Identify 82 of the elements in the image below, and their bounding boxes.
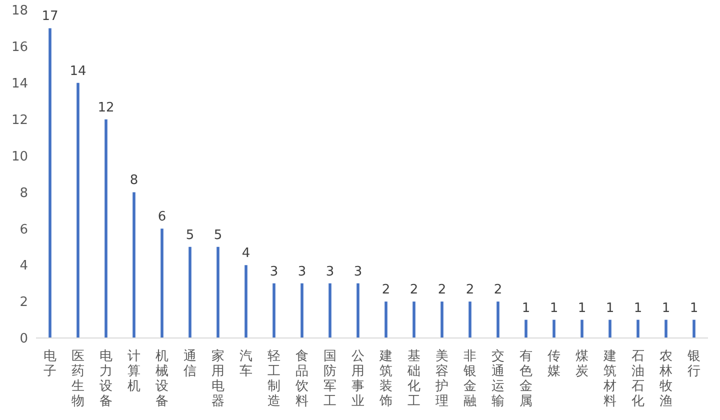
y-tick-label: 10: [11, 149, 28, 164]
y-tick-label: 14: [11, 76, 28, 92]
x-tick-label: 机械设备: [156, 349, 168, 409]
data-label: 12: [98, 100, 114, 116]
x-tick-label: 公用事业: [352, 349, 364, 409]
x-tick-label: 非银金融: [462, 349, 476, 409]
data-label: 1: [522, 300, 530, 316]
bar: [328, 283, 332, 338]
data-label: 2: [410, 282, 418, 298]
bar: [468, 302, 472, 338]
bar: [384, 302, 388, 338]
bar: [160, 228, 164, 338]
data-label: 3: [354, 264, 362, 280]
x-tick-label: 石油石化: [632, 349, 644, 409]
bar: [440, 302, 444, 338]
data-label: 8: [130, 173, 138, 188]
bar: [132, 192, 136, 338]
data-label: 5: [214, 228, 222, 243]
bar: [48, 28, 52, 338]
x-tick-label: 建筑材料: [602, 349, 616, 409]
bar: [244, 265, 248, 338]
bar: [496, 302, 500, 338]
x-tick-label: 家用电器: [212, 348, 224, 409]
x-tick-label: 有色金属: [520, 349, 532, 409]
y-tick-label: 12: [11, 112, 28, 128]
bar: [76, 82, 80, 338]
data-label: 1: [690, 300, 698, 316]
bar: [664, 320, 668, 338]
data-label: 2: [466, 282, 474, 298]
x-tick-label: 医药生物: [72, 349, 84, 409]
bar: [580, 320, 584, 338]
data-label: 3: [298, 264, 306, 280]
x-tick-label: 电力设备: [100, 349, 112, 409]
y-tick-label: 16: [11, 40, 28, 56]
x-tick-label: 计算机: [128, 349, 140, 394]
x-tick-label: 电子: [44, 349, 56, 379]
bar: [552, 320, 556, 338]
y-tick-label: 8: [20, 186, 28, 201]
x-tick-label: 传媒: [548, 349, 560, 379]
bar: [608, 320, 612, 338]
data-label: 17: [42, 9, 58, 24]
data-label: 1: [634, 300, 642, 316]
bar: [216, 246, 220, 338]
x-tick-label: 农林牧渔: [658, 349, 672, 409]
x-tick-label: 国防军工: [324, 349, 336, 409]
bar: [636, 320, 640, 338]
data-label: 2: [438, 282, 446, 298]
y-tick-label: 18: [11, 4, 28, 19]
data-label: 1: [550, 300, 558, 316]
bar: [188, 246, 192, 338]
x-tick-label: 通信: [184, 349, 196, 379]
y-tick-label: 0: [20, 332, 28, 347]
bar: [692, 320, 696, 338]
data-label: 1: [606, 300, 614, 316]
x-tick-label: 轻工制造: [268, 349, 280, 409]
x-tick-label: 建筑装饰: [378, 349, 392, 409]
bar: [412, 302, 416, 338]
bar: [104, 119, 108, 338]
bar: [524, 320, 528, 338]
data-label: 4: [242, 246, 250, 262]
data-label: 1: [662, 300, 670, 316]
x-tick-label: 银行: [686, 349, 700, 379]
data-label: 6: [158, 210, 166, 225]
x-tick-label: 交通运输: [492, 348, 504, 409]
data-label: 14: [70, 64, 86, 79]
bar: [272, 283, 276, 338]
data-label: 2: [494, 282, 502, 298]
x-tick-label: 基础化工: [406, 349, 420, 409]
y-tick-label: 2: [20, 295, 28, 310]
data-label: 1: [578, 300, 586, 316]
x-tick-label: 美容护理: [434, 348, 448, 409]
x-tick-label: 煤炭: [576, 349, 588, 379]
y-tick-label: 6: [20, 222, 28, 238]
y-tick-label: 4: [20, 258, 28, 274]
data-label: 5: [186, 228, 194, 243]
bar: [300, 283, 304, 338]
x-tick-label: 汽车: [240, 349, 252, 379]
data-label: 2: [382, 282, 390, 298]
data-label: 3: [270, 264, 278, 280]
x-tick-label: 食品饮料: [294, 349, 308, 409]
data-label: 3: [326, 264, 334, 280]
bar: [356, 283, 360, 338]
